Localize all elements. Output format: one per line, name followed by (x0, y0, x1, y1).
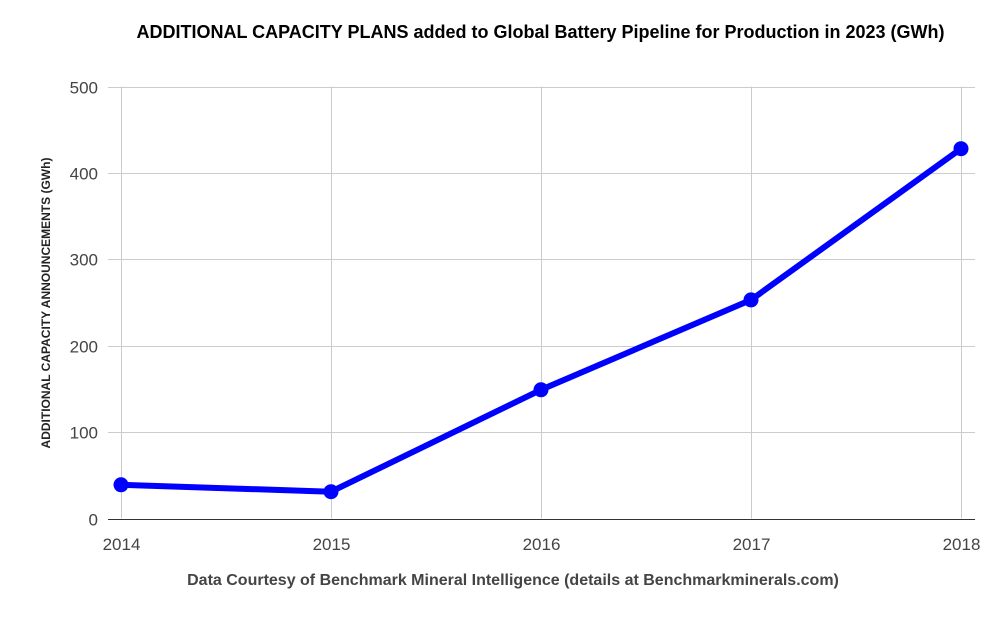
y-tick-label: 100 (70, 424, 98, 443)
x-tick-label: 2014 (103, 535, 141, 554)
y-tick-label: 500 (70, 79, 98, 98)
x-tick-label: 2017 (733, 535, 771, 554)
x-tick-label: 2018 (943, 535, 981, 554)
x-axis-label: Data Courtesy of Benchmark Mineral Intel… (187, 572, 839, 589)
x-tick-label: 2016 (523, 535, 561, 554)
y-tick-label: 400 (70, 165, 98, 184)
chart-title: ADDITIONAL CAPACITY PLANS added to Globa… (136, 22, 945, 42)
data-point (743, 292, 759, 308)
x-tick-label: 2015 (313, 535, 351, 554)
data-point (953, 141, 969, 157)
data-point (533, 382, 549, 398)
y-tick-label: 0 (89, 511, 98, 530)
y-tick-label: 300 (70, 251, 98, 270)
data-point (323, 484, 339, 500)
y-axis-label: ADDITIONAL CAPACITY ANNOUNCEMENTS (GWh) (39, 158, 53, 449)
y-tick-label: 200 (70, 338, 98, 357)
data-point (113, 477, 129, 493)
